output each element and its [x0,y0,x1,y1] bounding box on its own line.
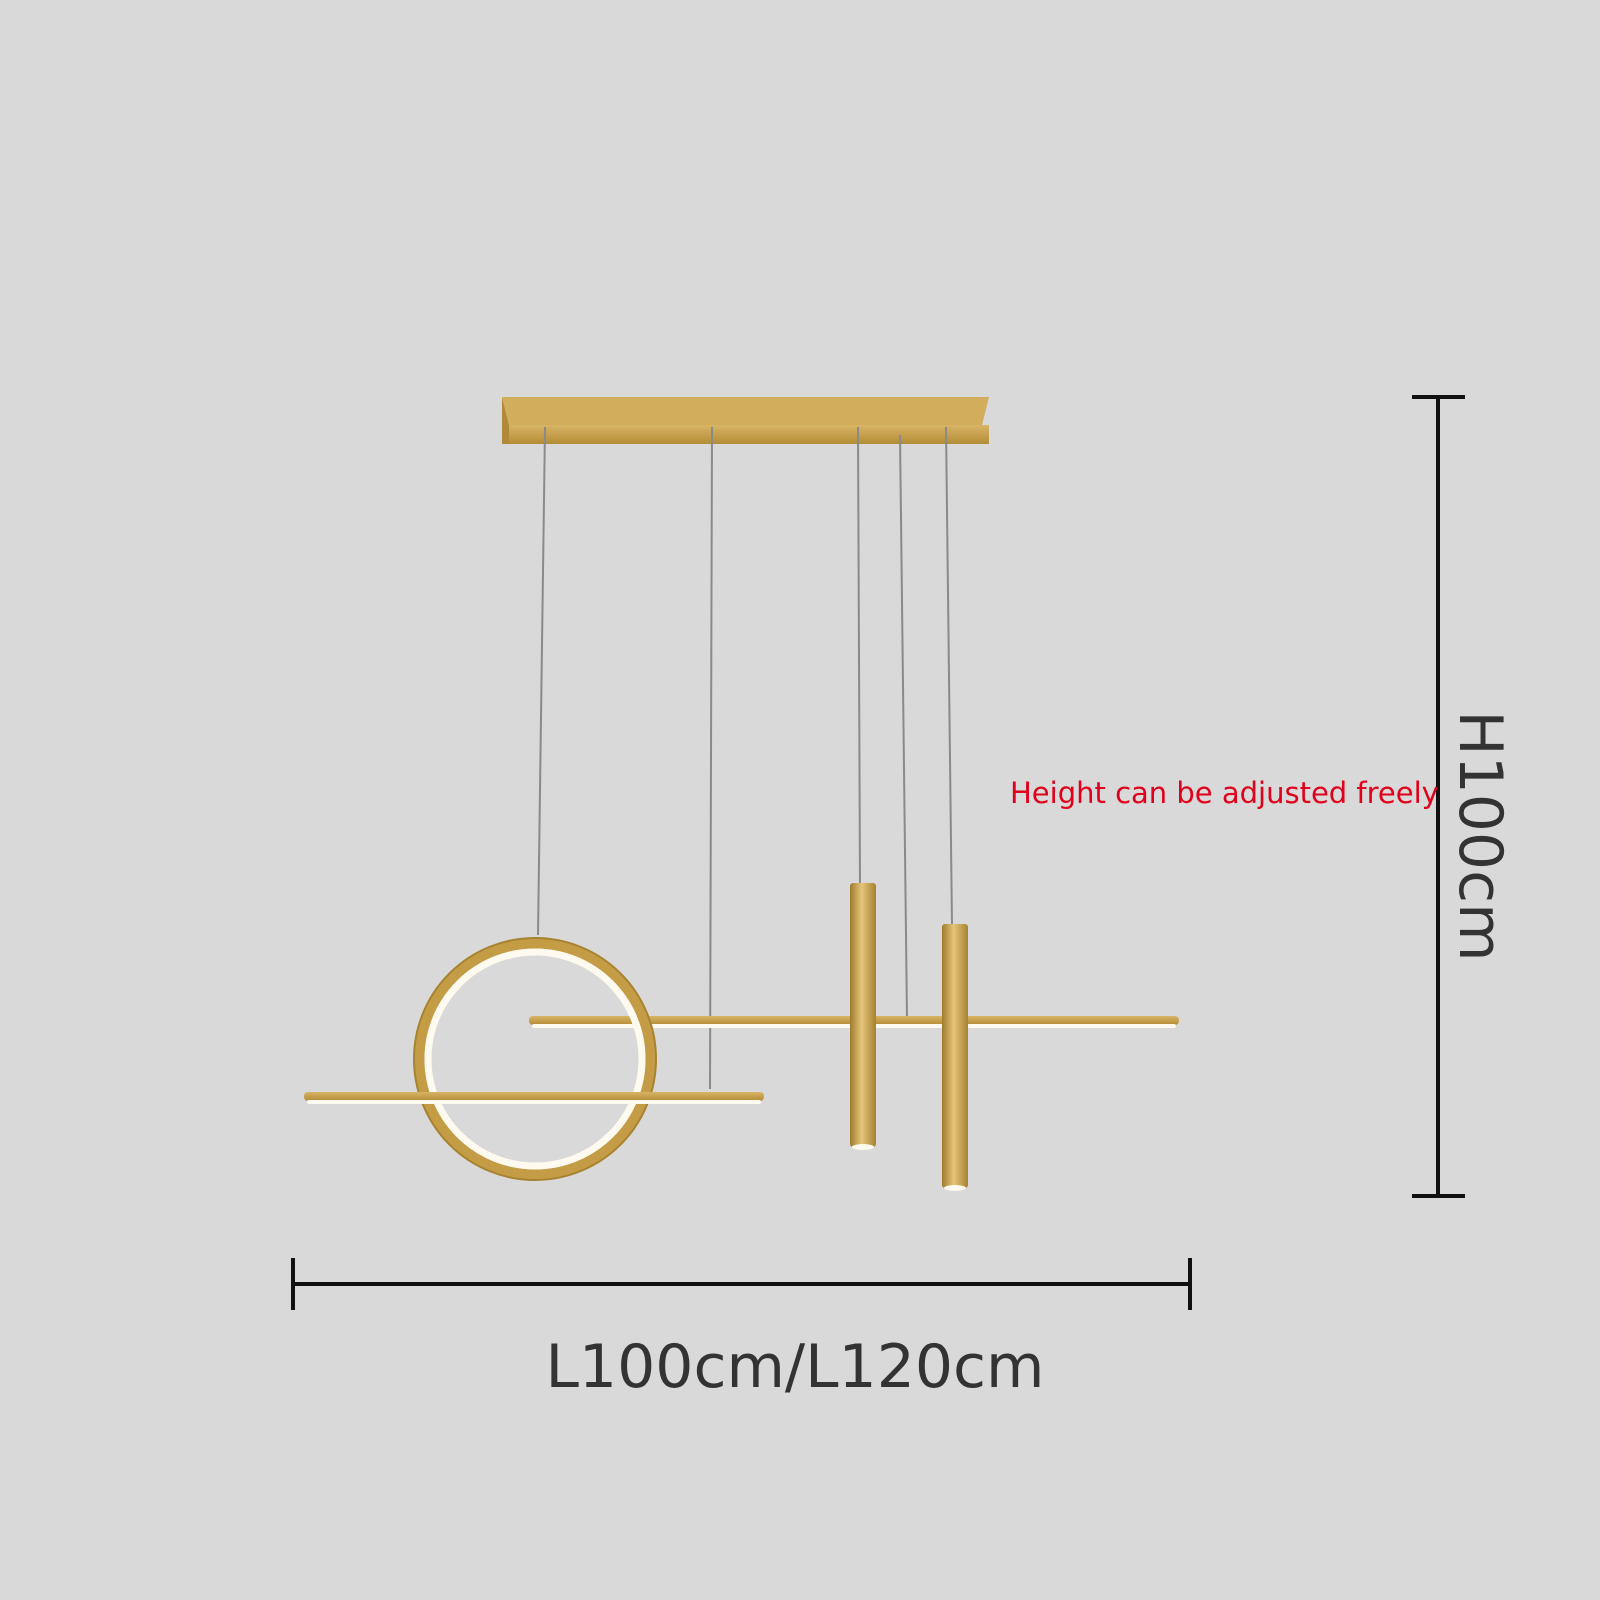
wire-tube-left [857,426,861,886]
wire-lower-bar [709,426,713,1090]
width-dimension-line [291,1258,1192,1310]
ceiling-canopy [502,397,989,444]
tube-light-left [850,883,876,1150]
lower-light-bar [304,1092,764,1104]
width-label: L100cm/L120cm [545,1332,1045,1402]
height-label: H100cm [1445,710,1515,962]
tube-light-right [942,924,968,1191]
wire-ring [537,426,546,936]
height-adjustable-note: Height can be adjusted freely [1010,776,1439,810]
wire-upper-bar [899,434,908,1019]
suspension-wires [537,426,953,1090]
wire-tube-right [945,426,953,926]
ring-light [413,937,657,1181]
height-dimension-line [1412,395,1465,1198]
